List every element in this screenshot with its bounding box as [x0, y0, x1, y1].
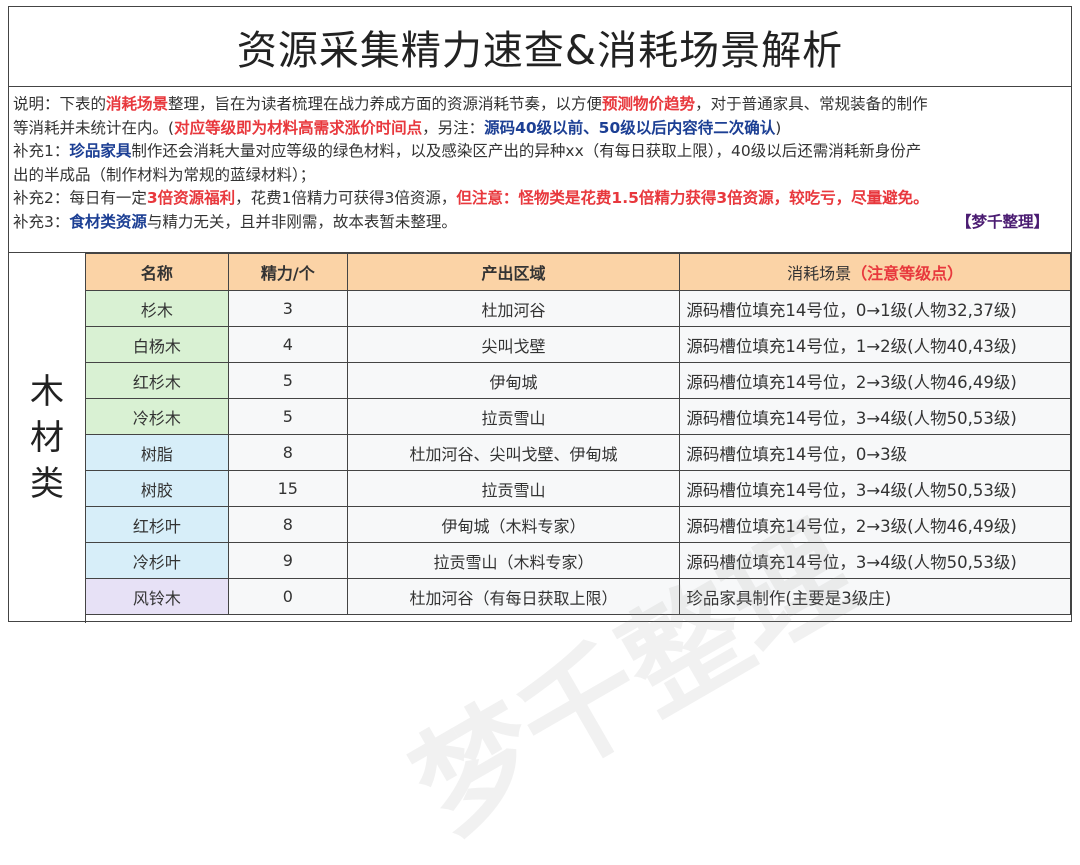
note-line: 补充3：食材类资源与精力无关，且并非刚需，故本表暂未整理。 【梦千整理】 [13, 211, 1065, 235]
table-row: 白杨木 4 尖叫戈壁 源码槽位填充14号位，1→2级(人物40,43级) [85, 326, 1071, 363]
cell-region: 拉贡雪山（木料专家） [346, 542, 681, 579]
table-row: 风铃木 0 杜加河谷（有每日获取上限） 珍品家具制作(主要是3级庄) [85, 578, 1071, 615]
header-name: 名称 [85, 253, 229, 291]
note-text: 制作还会消耗大量对应等级的绿色材料，以及感染区产出的异种xx（有每日获取上限），… [131, 142, 922, 160]
header-scene-note: （注意等级点） [851, 264, 964, 283]
cell-region: 伊甸城 [346, 362, 681, 399]
header-region: 产出区域 [346, 253, 681, 291]
note-text: 补充2：每日有一定 [13, 189, 147, 207]
note-highlight: 源码40级以前、50级以后内容待二次确认 [484, 118, 776, 137]
cell-energy: 4 [227, 326, 348, 363]
category-label: 木 材 类 [9, 253, 86, 623]
note-highlight: 但注意：怪物类是花费1.5倍精力获得3倍资源，较吃亏，尽量避免。 [456, 189, 929, 207]
note-line: 等消耗并未统计在内。(对应等级即为材料高需求涨价时间点，另注：源码40级以前、5… [13, 117, 1065, 141]
notes-section: 说明：下表的消耗场景整理，旨在为读者梳理在战力养成方面的资源消耗节奏，以方便预测… [13, 93, 1065, 234]
cell-energy: 5 [227, 362, 348, 399]
cell-name: 冷杉木 [85, 398, 229, 435]
cell-scene: 源码槽位填充14号位，0→1级(人物32,37级) [679, 290, 1071, 327]
table-header-row: 名称 精力/个 产出区域 消耗场景（注意等级点） [85, 253, 1071, 291]
table-row: 冷杉叶 9 拉贡雪山（木料专家） 源码槽位填充14号位，3→4级(人物50,53级) [85, 542, 1071, 579]
cell-energy: 3 [227, 290, 348, 327]
note-highlight: 珍品家具 [69, 142, 132, 160]
cell-name: 树脂 [85, 434, 229, 471]
cell-energy: 15 [227, 470, 348, 507]
cell-energy: 5 [227, 398, 348, 435]
note-text: 说明：下表的 [13, 95, 107, 113]
cell-region: 杜加河谷（有每日获取上限） [346, 578, 681, 615]
table-row: 树脂 8 杜加河谷、尖叫戈壁、伊甸城 源码槽位填充14号位，0→3级 [85, 434, 1071, 471]
resource-table-section: 木 材 类 名称 精力/个 产出区域 消耗场景（注意等级点） 杉木 3 杜加河谷 源码… [9, 252, 1071, 860]
header-scene: 消耗场景（注意等级点） [679, 253, 1071, 291]
category-char: 木 [30, 372, 64, 412]
cell-name: 冷杉叶 [85, 542, 229, 579]
cell-region: 拉贡雪山 [346, 398, 681, 435]
category-char: 材 [30, 418, 64, 458]
note-line: 补充1：珍品家具制作还会消耗大量对应等级的绿色材料，以及感染区产出的异种xx（有… [13, 140, 1065, 164]
table-row: 红杉叶 8 伊甸城（木料专家） 源码槽位填充14号位，2→3级(人物46,49级) [85, 506, 1071, 543]
note-text: ，另注： [422, 118, 485, 137]
note-text: 补充1： [13, 142, 70, 160]
cell-scene: 源码槽位填充14号位，3→4级(人物50,53级) [679, 542, 1071, 579]
note-highlight: 消耗场景 [106, 95, 169, 113]
cell-energy: 0 [227, 578, 348, 615]
cell-energy: 9 [227, 542, 348, 579]
note-text: 整理，旨在为读者梳理在战力养成方面的资源消耗节奏，以方便 [168, 95, 603, 113]
cell-region: 尖叫戈壁 [346, 326, 681, 363]
cell-region: 杜加河谷、尖叫戈壁、伊甸城 [346, 434, 681, 471]
cell-name: 白杨木 [85, 326, 229, 363]
cell-region: 伊甸城（木料专家） [346, 506, 681, 543]
note-highlight: 预测物价趋势 [602, 95, 696, 113]
note-line: 出的半成品（制作材料为常规的蓝绿材料）； [13, 164, 1065, 188]
cell-name: 杉木 [85, 290, 229, 327]
document-frame: 资源采集精力速查&消耗场景解析 说明：下表的消耗场景整理，旨在为读者梳理在战力养… [8, 6, 1072, 860]
cell-scene: 源码槽位填充14号位，0→3级 [679, 434, 1071, 471]
note-text: 出的半成品（制作材料为常规的蓝绿材料）； [13, 165, 316, 184]
cell-region: 杜加河谷 [346, 290, 681, 327]
cell-name: 风铃木 [85, 578, 229, 615]
note-text: ，对于普通家具、常规装备的制作 [695, 95, 928, 113]
note-text: 补充3： [13, 212, 70, 231]
note-text: 与精力无关，且并非刚需，故本表暂未整理。 [146, 212, 457, 231]
cell-energy: 8 [227, 506, 348, 543]
header-energy: 精力/个 [227, 253, 348, 291]
note-line: 说明：下表的消耗场景整理，旨在为读者梳理在战力养成方面的资源消耗节奏，以方便预测… [13, 93, 1065, 117]
cell-name: 红杉叶 [85, 506, 229, 543]
page-title: 资源采集精力速查&消耗场景解析 [9, 7, 1071, 87]
note-text: ，花费1倍精力可获得3倍资源， [235, 189, 457, 207]
cell-scene: 源码槽位填充14号位，3→4级(人物50,53级) [679, 470, 1071, 507]
category-char: 类 [30, 464, 64, 504]
note-highlight: 食材类资源 [69, 212, 147, 231]
note-highlight: 3倍资源福利 [146, 189, 236, 207]
cell-energy: 8 [227, 434, 348, 471]
note-line: 补充2：每日有一定3倍资源福利，花费1倍精力可获得3倍资源，但注意：怪物类是花费… [13, 187, 1065, 211]
note-highlight: 【梦千整理】 [955, 212, 1049, 231]
note-text: 等消耗并未统计在内。( [13, 118, 175, 137]
table-row: 红杉木 5 伊甸城 源码槽位填充14号位，2→3级(人物46,49级) [85, 362, 1071, 399]
cell-scene: 源码槽位填充14号位，2→3级(人物46,49级) [679, 362, 1071, 399]
resource-table: 名称 精力/个 产出区域 消耗场景（注意等级点） 杉木 3 杜加河谷 源码槽位填充14… [85, 253, 1071, 615]
cell-name: 红杉木 [85, 362, 229, 399]
cell-scene: 源码槽位填充14号位，2→3级(人物46,49级) [679, 506, 1071, 543]
table-row: 树胶 15 拉贡雪山 源码槽位填充14号位，3→4级(人物50,53级) [85, 470, 1071, 507]
cell-scene: 源码槽位填充14号位，1→2级(人物40,43级) [679, 326, 1071, 363]
header-scene-label: 消耗场景 [787, 264, 852, 283]
note-highlight: 对应等级即为材料高需求涨价时间点 [174, 118, 423, 137]
table-row: 杉木 3 杜加河谷 源码槽位填充14号位，0→1级(人物32,37级) [85, 290, 1071, 327]
cell-scene: 珍品家具制作(主要是3级庄) [679, 578, 1071, 615]
cell-name: 树胶 [85, 470, 229, 507]
cell-region: 拉贡雪山 [346, 470, 681, 507]
table-row: 冷杉木 5 拉贡雪山 源码槽位填充14号位，3→4级(人物50,53级) [85, 398, 1071, 435]
note-text: ) [775, 118, 782, 137]
cell-scene: 源码槽位填充14号位，3→4级(人物50,53级) [679, 398, 1071, 435]
